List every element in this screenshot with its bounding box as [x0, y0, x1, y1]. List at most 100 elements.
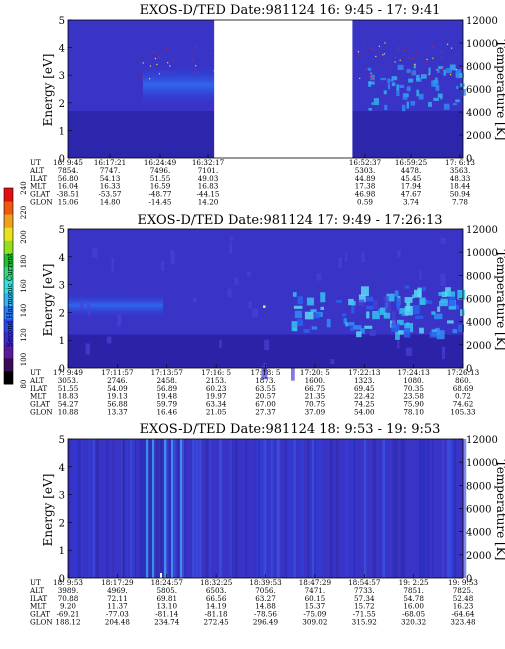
y2-tick-label: 4000	[466, 528, 491, 539]
table-cell: 16: 9:45	[53, 158, 83, 167]
heatmap-speck	[354, 49, 356, 51]
heatmap-cell	[310, 309, 317, 313]
table-cell: 54.13	[100, 174, 121, 183]
table-cell: 68.69	[453, 384, 474, 393]
heatmap-cell	[419, 297, 426, 305]
heatmap-speck	[169, 72, 171, 75]
heatmap-cell	[98, 439, 100, 578]
heatmap-cell	[87, 304, 91, 316]
heatmap-cell	[437, 93, 443, 98]
table-cell: 315.92	[352, 618, 377, 627]
heatmap-cell	[440, 298, 448, 303]
table-cell: -81.14	[155, 610, 178, 619]
heatmap-speck	[263, 305, 266, 308]
heatmap-cell	[349, 326, 354, 332]
heatmap-cell	[77, 439, 81, 578]
heatmap-speck	[156, 63, 158, 66]
heatmap-cell	[141, 439, 145, 578]
heatmap-cell	[438, 301, 448, 307]
table-cell: 7471.	[305, 586, 326, 595]
table-cell: 18:47:29	[299, 578, 332, 587]
heatmap-cell	[92, 439, 95, 578]
heatmap-speck	[370, 48, 372, 50]
heatmap-cell	[347, 439, 349, 578]
heatmap-cell	[345, 322, 349, 327]
heatmap-cell	[434, 313, 443, 320]
row-label: ALT	[29, 586, 44, 595]
table-cell: 44.89	[355, 174, 376, 183]
table-cell: 14.20	[198, 198, 219, 207]
y2-tick-label: 12000	[466, 16, 498, 27]
heatmap-cell	[372, 310, 380, 320]
y2-axis-label: Temperature [K]	[494, 460, 505, 561]
heatmap-cell	[391, 323, 400, 332]
table-cell: 860.	[455, 376, 471, 385]
heatmap-cell	[296, 319, 303, 326]
y-tick-label: 4	[59, 253, 65, 264]
heatmap-cell	[235, 439, 238, 578]
heatmap-cell	[399, 308, 406, 315]
table-cell: 19: 2:25	[399, 578, 429, 587]
colorbar-tick-label: 80	[20, 380, 28, 389]
table-cell: 0.72	[455, 392, 471, 401]
heatmap-speck	[394, 61, 396, 63]
table-cell: 6503.	[206, 586, 227, 595]
table-cell: 46.98	[355, 190, 376, 199]
heatmap-speck	[441, 67, 443, 69]
heatmap-cell	[418, 439, 421, 578]
heatmap-streak	[171, 439, 174, 578]
heatmap-cell	[459, 72, 465, 78]
heatmap-cell	[455, 99, 460, 103]
heatmap-cell	[177, 439, 180, 578]
y2-tick-label: 4000	[466, 108, 491, 119]
heatmap-speck	[408, 56, 410, 59]
table-cell: 7825.	[453, 586, 474, 595]
table-cell: 15.06	[58, 198, 79, 207]
heatmap-cell	[291, 367, 295, 381]
table-cell: 67.00	[255, 400, 276, 409]
heatmap-speck	[359, 77, 361, 79]
heatmap-cell	[307, 439, 309, 578]
heatmap-streak	[164, 439, 167, 578]
table-cell: 17:13:57	[151, 368, 184, 377]
colorbar-segment	[4, 253, 13, 267]
heatmap-cell	[196, 439, 198, 578]
heatmap-cell	[288, 439, 291, 578]
heatmap-cell	[419, 270, 422, 280]
heatmap-cell	[373, 299, 378, 309]
heatmap-cell	[437, 306, 441, 312]
y-tick-label: 5	[59, 16, 65, 27]
heatmap-cell	[420, 74, 427, 79]
heatmap-cell	[344, 252, 348, 263]
heatmap-cell	[449, 439, 454, 578]
heatmap-cell	[379, 307, 387, 316]
heatmap-cell	[371, 102, 374, 105]
table-cell: 19: 9:53	[448, 578, 478, 587]
row-label: UT	[30, 578, 41, 587]
row-label: GLAT	[30, 190, 50, 199]
y2-tick-label: 12000	[466, 225, 498, 236]
table-cell: -81.18	[205, 610, 228, 619]
colorbar-segment	[4, 344, 13, 359]
heatmap-cell	[433, 97, 439, 101]
table-cell: 49.03	[198, 174, 219, 183]
heatmap-cell	[229, 242, 232, 254]
y-tick-label: 3	[59, 491, 65, 502]
heatmap-cell	[387, 78, 391, 83]
heatmap-cell	[303, 329, 310, 333]
heatmap-cell	[462, 439, 467, 578]
heatmap-cell	[168, 439, 172, 578]
table-cell: 1080.	[403, 376, 424, 385]
heatmap-cell	[392, 439, 395, 578]
table-cell: 51.55	[58, 384, 79, 393]
row-label: MLT	[30, 182, 47, 191]
table-cell: 74.25	[354, 400, 375, 409]
colorbar-segment	[4, 292, 13, 307]
heatmap-cell	[383, 296, 390, 302]
table-cell: 14.80	[100, 198, 121, 207]
table-cell: 272.45	[204, 618, 230, 627]
table-cell: 13.37	[107, 408, 128, 417]
heatmap-speck	[412, 71, 414, 73]
